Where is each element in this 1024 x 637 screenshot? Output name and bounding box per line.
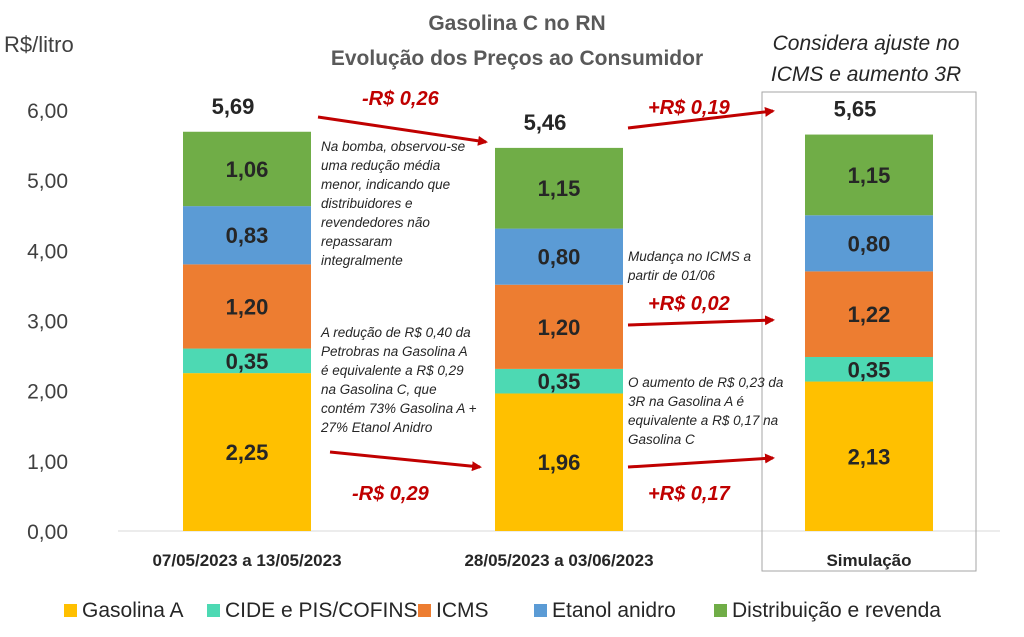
legend-label: Gasolina A <box>82 599 184 622</box>
annotation-3r: O aumento de R$ 0,23 da 3R na Gasolina A… <box>628 375 784 447</box>
segment-value-label: 1,20 <box>226 294 269 319</box>
legend-swatch <box>714 604 727 617</box>
note-line-2: ICMS e aumento 3R <box>771 63 961 86</box>
bar-total-label: 5,65 <box>834 97 877 122</box>
y-tick-label: 0,00 <box>27 521 68 544</box>
annotation-petrobras-line: contém 73% Gasolina A + <box>321 401 477 416</box>
bars-group <box>183 131 933 531</box>
bar-segment <box>183 131 311 207</box>
delta-gas-1: -R$ 0,29 <box>352 483 430 505</box>
segment-value-label: 0,35 <box>848 357 891 382</box>
legend: Gasolina A CIDE e PIS/COFINS ICMS Etanol an… <box>64 599 941 622</box>
segment-value-label: 0,80 <box>538 245 581 270</box>
bar-total-label: 5,69 <box>212 94 255 119</box>
arrow-icms <box>627 315 775 327</box>
annotation-petrobras: A redução de R$ 0,40 da Petrobras na Gas… <box>320 325 477 435</box>
segment-value-label: 1,15 <box>848 163 891 188</box>
delta-icms: +R$ 0,02 <box>648 293 730 315</box>
legend-label: ICMS <box>436 599 489 622</box>
segment-value-label: 2,13 <box>848 444 891 469</box>
chart-subtitle: Evolução dos Preços ao Consumidor <box>331 47 703 70</box>
arrow-gas-1 <box>329 450 482 472</box>
annotation-bomba-line: repassaram <box>321 234 392 249</box>
bar-segment <box>495 147 623 229</box>
legend-label: Etanol anidro <box>552 599 676 622</box>
category-label: Simulação <box>826 551 911 570</box>
arrow-gas-2 <box>627 453 775 469</box>
simulation-frame <box>761 91 977 572</box>
segment-value-label: 1,96 <box>538 450 581 475</box>
totals-group: 5,69 5,46 5,65 <box>212 94 877 135</box>
bar-segment <box>805 356 933 382</box>
chart-title: Gasolina C no RN <box>428 12 605 35</box>
y-tick-label: 4,00 <box>27 240 68 263</box>
annotation-icms: Mudança no ICMS a partir de 01/06 <box>627 249 752 283</box>
bar-segment <box>183 264 311 349</box>
bar-segment <box>183 373 311 531</box>
annotation-bomba-line: revendedores não <box>321 215 430 230</box>
segment-value-label: 1,22 <box>848 302 891 327</box>
segment-value-label: 2,25 <box>226 440 269 465</box>
y-tick-label: 1,00 <box>27 451 68 474</box>
annotation-bomba-line: Na bomba, observou-se <box>321 139 465 154</box>
legend-label: CIDE e PIS/COFINS <box>225 599 418 622</box>
legend-swatch <box>534 604 547 617</box>
annotation-petrobras-line: Petrobras na Gasolina A <box>321 344 468 359</box>
annotation-3r-line: Gasolina C <box>628 432 695 447</box>
bar-segment <box>495 393 623 531</box>
segment-value-label: 0,80 <box>848 231 891 256</box>
segment-value-label: 0,83 <box>226 223 269 248</box>
annotation-icms-line: Mudança no ICMS a <box>628 249 752 264</box>
y-tick-label: 2,00 <box>27 381 68 404</box>
segment-value-label: 0,35 <box>226 349 269 374</box>
segment-value-label: 1,06 <box>226 157 269 182</box>
annotation-bomba-line: menor, indicando que <box>321 177 450 192</box>
segment-value-label: 1,15 <box>538 176 581 201</box>
category-labels-group: 07/05/2023 a 13/05/2023 28/05/2023 a 03/0… <box>152 551 911 570</box>
bar-segment <box>183 348 311 374</box>
y-tick-label: 3,00 <box>27 311 68 334</box>
delta-total-2: +R$ 0,19 <box>648 97 731 119</box>
annotation-bomba-line: integralmente <box>321 253 403 268</box>
annotation-petrobras-line: na Gasolina C, que <box>321 382 437 397</box>
annotation-petrobras-line: A redução de R$ 0,40 da <box>320 325 471 340</box>
y-axis-ticks: 0,00 1,00 2,00 3,00 4,00 5,00 6,00 <box>27 100 68 544</box>
bar-segment <box>805 381 933 531</box>
bar-segment <box>495 368 623 394</box>
legend-swatch <box>418 604 431 617</box>
delta-gas-2: +R$ 0,17 <box>648 483 731 505</box>
bar-segment <box>805 271 933 357</box>
annotation-3r-line: 3R na Gasolina A é <box>628 394 744 409</box>
annotation-3r-line: equivalente a R$ 0,17 na <box>628 413 779 428</box>
annotation-petrobras-line: 27% Etanol Anidro <box>320 420 433 435</box>
segment-value-label: 0,35 <box>538 369 581 394</box>
annotation-bomba-line: distribuidores e <box>321 196 413 211</box>
y-tick-label: 6,00 <box>27 100 68 123</box>
bar-segment <box>805 215 933 272</box>
y-axis-label: R$/litro <box>4 32 74 57</box>
segment-value-label: 1,20 <box>538 315 581 340</box>
category-label: 07/05/2023 a 13/05/2023 <box>152 551 341 570</box>
note-line-1: Considera ajuste no <box>773 32 960 55</box>
legend-label: Distribuição e revenda <box>732 599 941 622</box>
annotation-icms-line: partir de 01/06 <box>627 268 716 283</box>
bar-segment <box>805 134 933 216</box>
bar-segment <box>495 228 623 285</box>
delta-total-1: -R$ 0,26 <box>362 88 440 110</box>
arrow-total-1 <box>317 115 488 146</box>
legend-swatch <box>64 604 77 617</box>
bar-segment <box>183 206 311 265</box>
annotation-3r-line: O aumento de R$ 0,23 da <box>628 375 784 390</box>
bar-segment <box>495 284 623 369</box>
category-label: 28/05/2023 a 03/06/2023 <box>464 551 653 570</box>
annotation-petrobras-line: é equivalente a R$ 0,29 <box>321 363 464 378</box>
y-tick-label: 5,00 <box>27 170 68 193</box>
segment-labels-group: 2,25 0,35 1,20 0,83 1,06 1,96 0,35 1,20 0,80 1,15… <box>226 157 891 475</box>
bar-total-label: 5,46 <box>524 110 567 135</box>
legend-swatch <box>207 604 220 617</box>
annotation-bomba-line: uma redução média <box>321 158 441 173</box>
annotation-bomba: Na bomba, observou-se uma redução média … <box>321 139 465 268</box>
arrow-total-2 <box>627 106 775 130</box>
